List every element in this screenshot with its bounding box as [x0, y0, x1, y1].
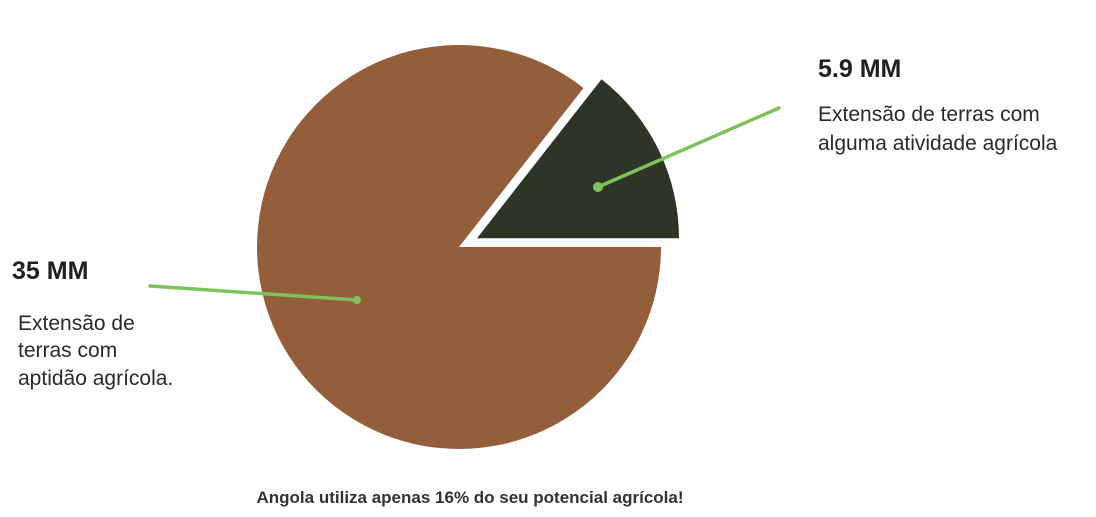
chart-caption: Angola utiliza apenas 16% do seu potenci…: [257, 488, 684, 507]
pie-slice-atividade-agricola: [476, 79, 679, 239]
desc-label-aptidao-line1: Extensão de: [18, 312, 135, 335]
desc-label-atividade-line2: alguma atividade agrícola: [818, 132, 1058, 155]
value-label-aptidao: 35 MM: [12, 257, 88, 285]
pie-slice-aptidao-agricola: [256, 44, 661, 449]
leader-line-atividade: [596, 106, 781, 189]
leader-dot-atividade: [593, 182, 603, 192]
value-label-atividade: 5.9 MM: [818, 55, 901, 83]
desc-label-aptidao-line2: terras com: [18, 339, 117, 362]
desc-label-aptidao-line3: aptidão agrícola.: [18, 367, 173, 390]
desc-label-atividade-line1: Extensão de terras com: [818, 103, 1040, 126]
leader-dot-aptidao: [353, 296, 361, 304]
leader-line-aptidao: [148, 284, 359, 302]
